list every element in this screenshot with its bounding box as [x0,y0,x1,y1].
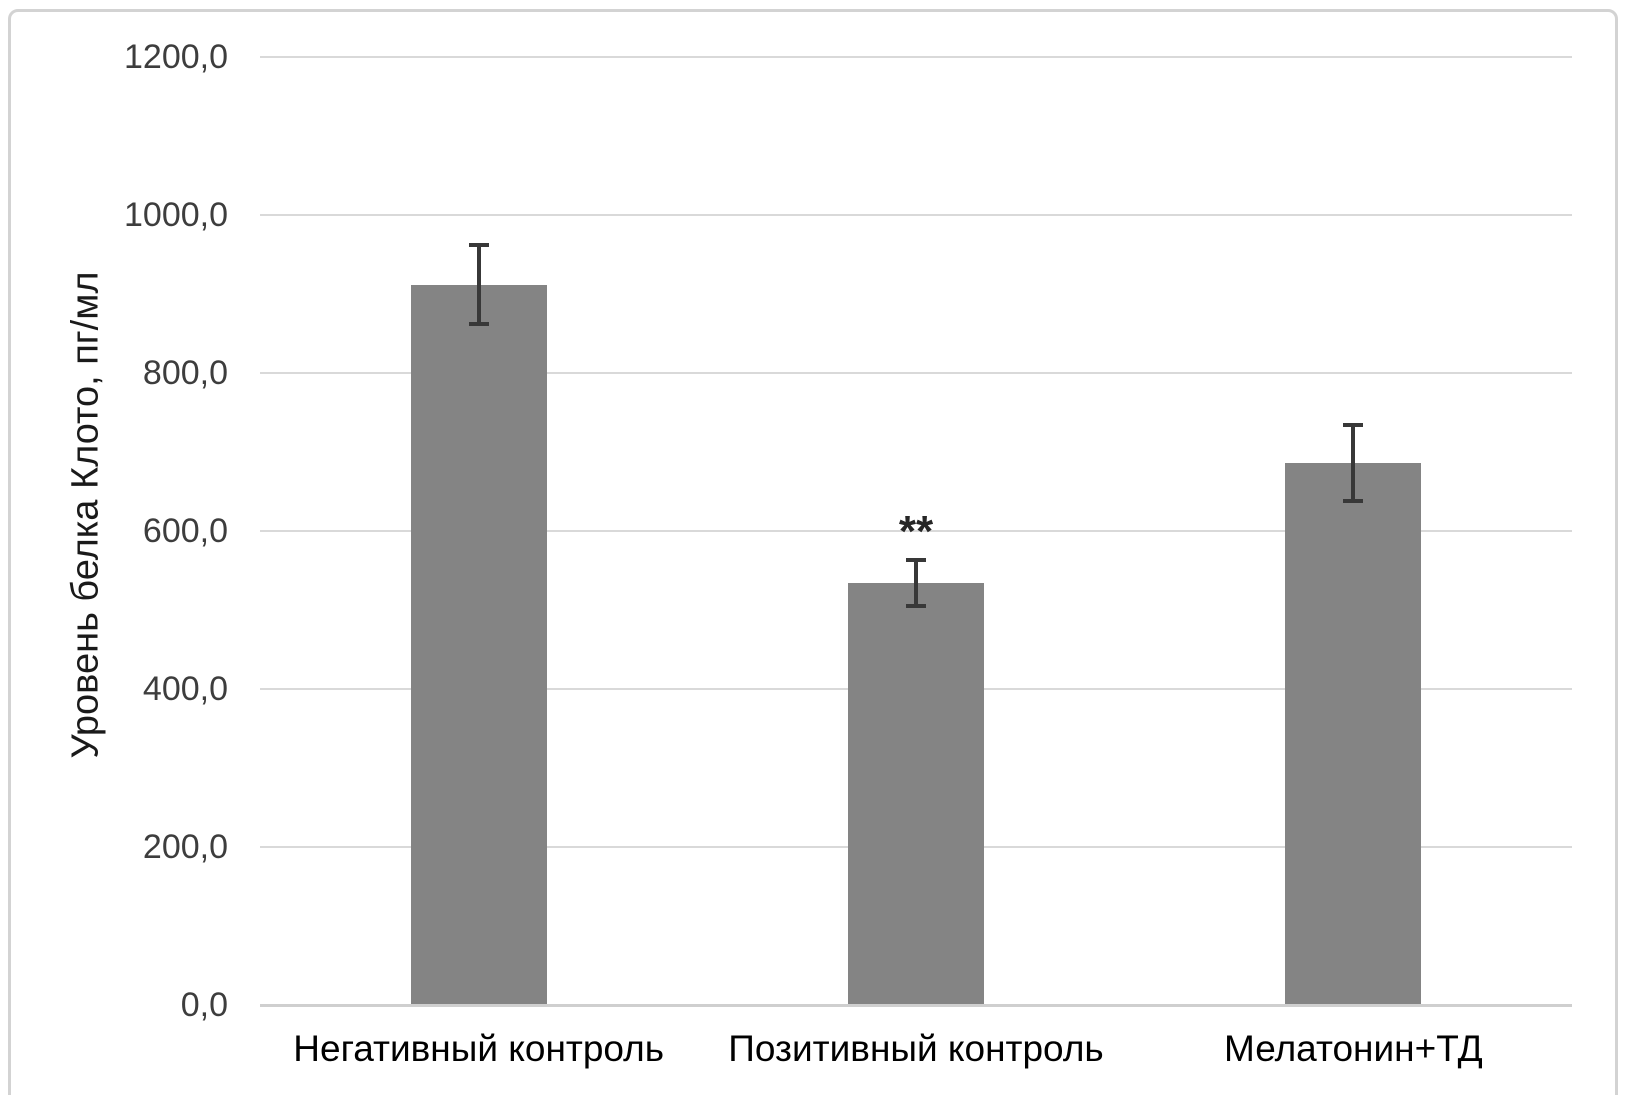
category-label-2: Мелатонин+ТД [1224,1028,1483,1069]
category-label-0: Негативный контроль [293,1028,665,1069]
error-bar-line-0 [476,243,481,326]
x-axis-line [260,1004,1572,1007]
gridline [260,372,1572,374]
y-tick-label: 400,0 [142,670,228,708]
category-label-1: Позитивный контроль [728,1028,1104,1069]
y-tick-label: 0,0 [180,986,228,1024]
error-bar-line-1 [914,557,918,609]
bar-1 [848,583,984,1005]
y-tick-label: 200,0 [142,828,228,866]
bar-2 [1285,463,1422,1005]
error-bar-top-cap-1 [906,557,926,562]
error-bar-bottom-cap-0 [468,321,489,326]
y-tick-label: 1200,0 [124,38,228,76]
error-bar-top-cap-2 [1343,422,1364,427]
gridline [260,530,1572,532]
y-tick-label: 800,0 [142,354,228,392]
bar-0 [410,284,547,1005]
error-bar-bottom-cap-2 [1343,499,1364,504]
gridline [260,56,1572,58]
error-bar-line-2 [1351,422,1356,504]
y-tick-label: 1000,0 [124,196,228,234]
gridline [260,214,1572,216]
significance-marker: ** [898,506,934,556]
y-tick-label: 600,0 [142,512,228,550]
error-bar-bottom-cap-1 [906,604,926,609]
error-bar-top-cap-0 [468,243,489,248]
